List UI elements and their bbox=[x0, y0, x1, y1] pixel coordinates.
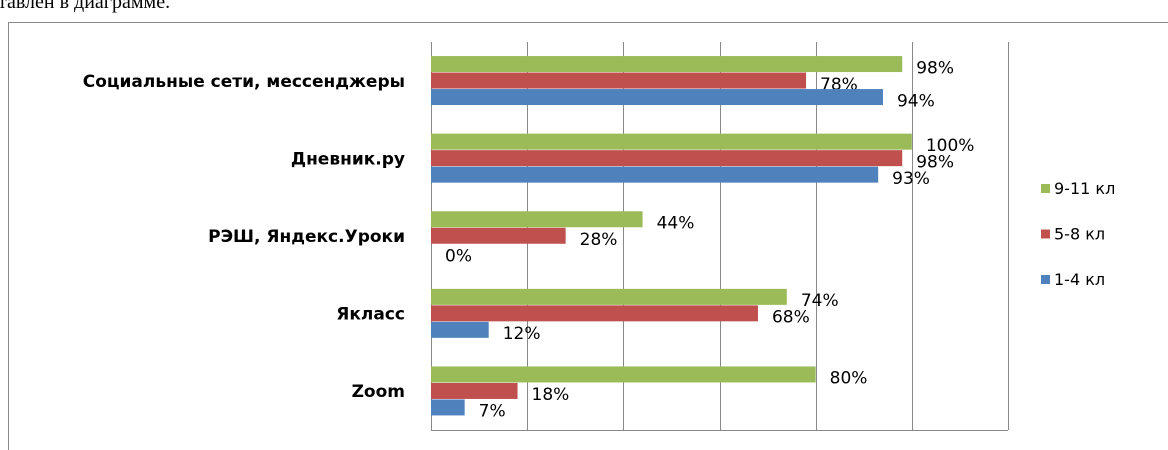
value-label: 68% bbox=[772, 308, 810, 328]
bar bbox=[431, 382, 518, 399]
value-label: 28% bbox=[580, 230, 618, 250]
value-label: 18% bbox=[532, 385, 570, 405]
legend-label: 5-8 кл bbox=[1054, 225, 1105, 244]
value-label: 94% bbox=[897, 91, 935, 111]
legend-label: 1-4 кл bbox=[1054, 270, 1105, 289]
category-label: Дневник.ру bbox=[291, 149, 405, 169]
category-label: Социальные сети, мессенджеры bbox=[83, 72, 405, 92]
value-label: 44% bbox=[657, 214, 695, 234]
category-label: РЭШ, Яндекс.Уроки bbox=[208, 227, 405, 247]
value-label: 0% bbox=[445, 247, 472, 267]
bar bbox=[431, 321, 489, 338]
value-label: 12% bbox=[503, 324, 541, 344]
bar bbox=[431, 211, 643, 228]
bar bbox=[431, 133, 912, 150]
legend-label: 9-11 кл bbox=[1054, 179, 1115, 198]
bar bbox=[431, 305, 758, 322]
value-label: 100% bbox=[926, 136, 975, 156]
bar bbox=[431, 89, 883, 106]
legend-swatch bbox=[1041, 184, 1050, 193]
value-label: 98% bbox=[916, 58, 954, 78]
category-label: Якласс bbox=[336, 305, 405, 325]
bar bbox=[431, 227, 566, 244]
bar bbox=[431, 56, 903, 73]
plot: Социальные сети, мессенджеры98%78%94%Дне… bbox=[83, 42, 1115, 431]
bar bbox=[431, 399, 465, 416]
legend-swatch bbox=[1041, 275, 1050, 284]
value-label: 93% bbox=[892, 169, 930, 189]
bar bbox=[431, 166, 879, 183]
bar bbox=[431, 366, 816, 383]
bar bbox=[431, 288, 787, 305]
value-label: 74% bbox=[801, 291, 839, 311]
category-label: Zoom bbox=[352, 382, 405, 402]
bar bbox=[431, 150, 903, 167]
value-label: 7% bbox=[479, 402, 506, 422]
legend-swatch bbox=[1041, 229, 1050, 239]
value-label: 80% bbox=[830, 369, 868, 389]
text-above: тавлен в диаграмме. bbox=[0, 0, 170, 13]
value-label: 98% bbox=[916, 152, 954, 172]
bar bbox=[431, 72, 807, 89]
